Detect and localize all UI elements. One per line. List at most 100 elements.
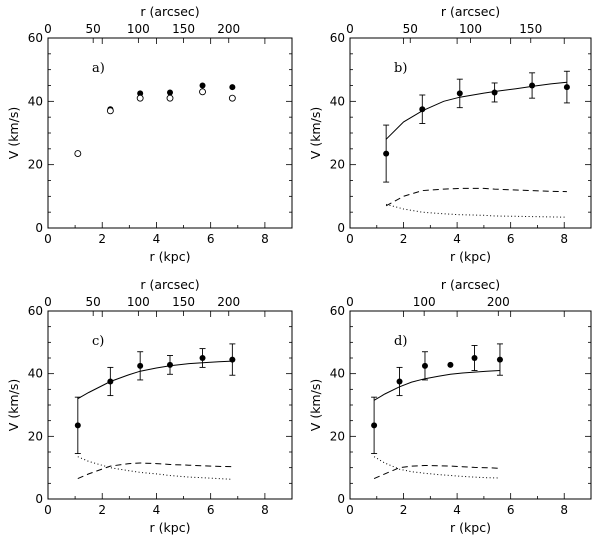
series-dash	[373, 464, 501, 480]
x-axis-label: r (kpc)	[150, 249, 191, 264]
panel-label: b)	[394, 61, 407, 76]
y-axis-label: V (km/s)	[308, 379, 323, 431]
series-filled	[371, 343, 503, 455]
x-tick-label: 6	[207, 503, 215, 517]
x-tick-label: 0	[346, 232, 354, 246]
y-tick-label: 20	[28, 429, 43, 443]
plot-frame	[349, 310, 592, 500]
x2-tick-label: 200	[487, 295, 510, 309]
panel-c: 0 2 4 6 8 0 50 100 150 200 0 20 40 60 r (kpc) r (arcsec…	[6, 277, 293, 535]
series-dot	[385, 203, 567, 218]
x-tick-label: 4	[453, 232, 461, 246]
x2-tick-label: 100	[459, 22, 482, 36]
x2-tick-label: 200	[217, 22, 240, 36]
x-tick-label: 2	[98, 503, 106, 517]
curve-dot	[373, 456, 501, 479]
data-point	[167, 89, 173, 96]
x2-axis-label: r (arcsec)	[441, 4, 500, 19]
curve-fit	[385, 81, 567, 140]
x2-tick-label: 0	[346, 22, 354, 36]
data-point-open	[106, 107, 114, 115]
x2-tick-label: 150	[172, 295, 195, 309]
curve-dash	[385, 187, 567, 207]
x-tick-label: 0	[44, 503, 52, 517]
x-axis-label: r (kpc)	[450, 249, 491, 264]
x-tick-label: 2	[98, 232, 106, 246]
y-tick-label: 20	[28, 158, 43, 172]
x-tick-label: 4	[153, 232, 161, 246]
data-point	[199, 82, 206, 89]
y-tick-label: 60	[330, 304, 345, 318]
series-fit	[373, 370, 501, 401]
series-dash	[385, 187, 567, 207]
plot-frame	[47, 37, 293, 229]
x2-tick-label: 200	[217, 295, 240, 309]
data-point	[419, 106, 426, 113]
x2-tick-label: 100	[413, 295, 436, 309]
panel-label: d)	[394, 334, 407, 349]
x2-tick-label: 50	[86, 295, 101, 309]
x2-tick-label: 50	[86, 22, 101, 36]
y-tick-label: 40	[28, 94, 43, 108]
x2-tick-label: 100	[127, 295, 150, 309]
data-point	[447, 361, 454, 368]
curve-fit	[373, 370, 501, 401]
data-point	[137, 362, 144, 369]
data-point-open	[228, 94, 236, 102]
panel-d: 0 2 4 6 8 0 100 200 0 20 40 60 r (kpc) r (arcsec) V (k…	[308, 277, 592, 535]
x-tick-label: 2	[400, 503, 408, 517]
panel-b: 0 2 4 6 8 0 50 100 150 0 20 40 60 r (kpc) r (arcsec) V …	[308, 4, 592, 264]
x-tick-label: 4	[453, 503, 461, 517]
curve-fit	[77, 360, 233, 400]
x2-tick-label: 150	[172, 22, 195, 36]
data-point	[496, 356, 503, 363]
data-point	[199, 355, 206, 361]
series-dot	[77, 456, 233, 480]
y-tick-label: 0	[337, 221, 345, 235]
y-axis-label: V (km/s)	[6, 379, 21, 431]
x2-axis-label: r (arcsec)	[140, 4, 199, 19]
curve-dot	[77, 456, 233, 480]
data-point	[456, 90, 463, 97]
x2-axis-label: r (arcsec)	[441, 277, 500, 292]
data-point	[491, 89, 498, 96]
curve-dash	[373, 464, 501, 480]
x2-tick-label: 0	[346, 295, 354, 309]
x2-tick-label: 50	[403, 22, 418, 36]
x-tick-label: 8	[261, 232, 269, 246]
y-tick-label: 20	[330, 158, 345, 172]
data-point-open	[199, 88, 206, 96]
series-dash	[77, 462, 233, 480]
x-tick-label: 2	[400, 232, 408, 246]
x2-tick-label: 0	[44, 295, 52, 309]
data-point-open	[74, 150, 82, 158]
series-open	[74, 88, 236, 158]
x-tick-label: 0	[44, 232, 52, 246]
series-filled	[383, 70, 570, 183]
data-point	[383, 150, 390, 157]
x2-tick-label: 150	[519, 22, 542, 36]
y-axis-label: V (km/s)	[308, 107, 323, 159]
series-filled	[74, 343, 236, 455]
y-tick-label: 60	[330, 31, 345, 45]
series-dot	[373, 456, 501, 479]
y-tick-label: 20	[330, 429, 345, 443]
plot-frame	[47, 310, 293, 500]
data-point	[74, 422, 81, 429]
x-tick-label: 0	[346, 503, 354, 517]
y-tick-label: 40	[330, 367, 345, 381]
x-tick-label: 6	[207, 232, 215, 246]
panel-label: c)	[92, 334, 104, 349]
data-point	[396, 378, 403, 385]
data-point	[371, 422, 378, 429]
x-tick-label: 8	[261, 503, 269, 517]
x-axis-label: r (kpc)	[150, 520, 191, 535]
series-fit	[77, 360, 233, 400]
curve-dot	[385, 203, 567, 218]
data-point	[229, 84, 236, 91]
y-tick-label: 0	[337, 492, 345, 506]
y-axis-label: V (km/s)	[6, 107, 21, 159]
y-tick-label: 60	[28, 304, 43, 318]
y-tick-label: 40	[330, 94, 345, 108]
